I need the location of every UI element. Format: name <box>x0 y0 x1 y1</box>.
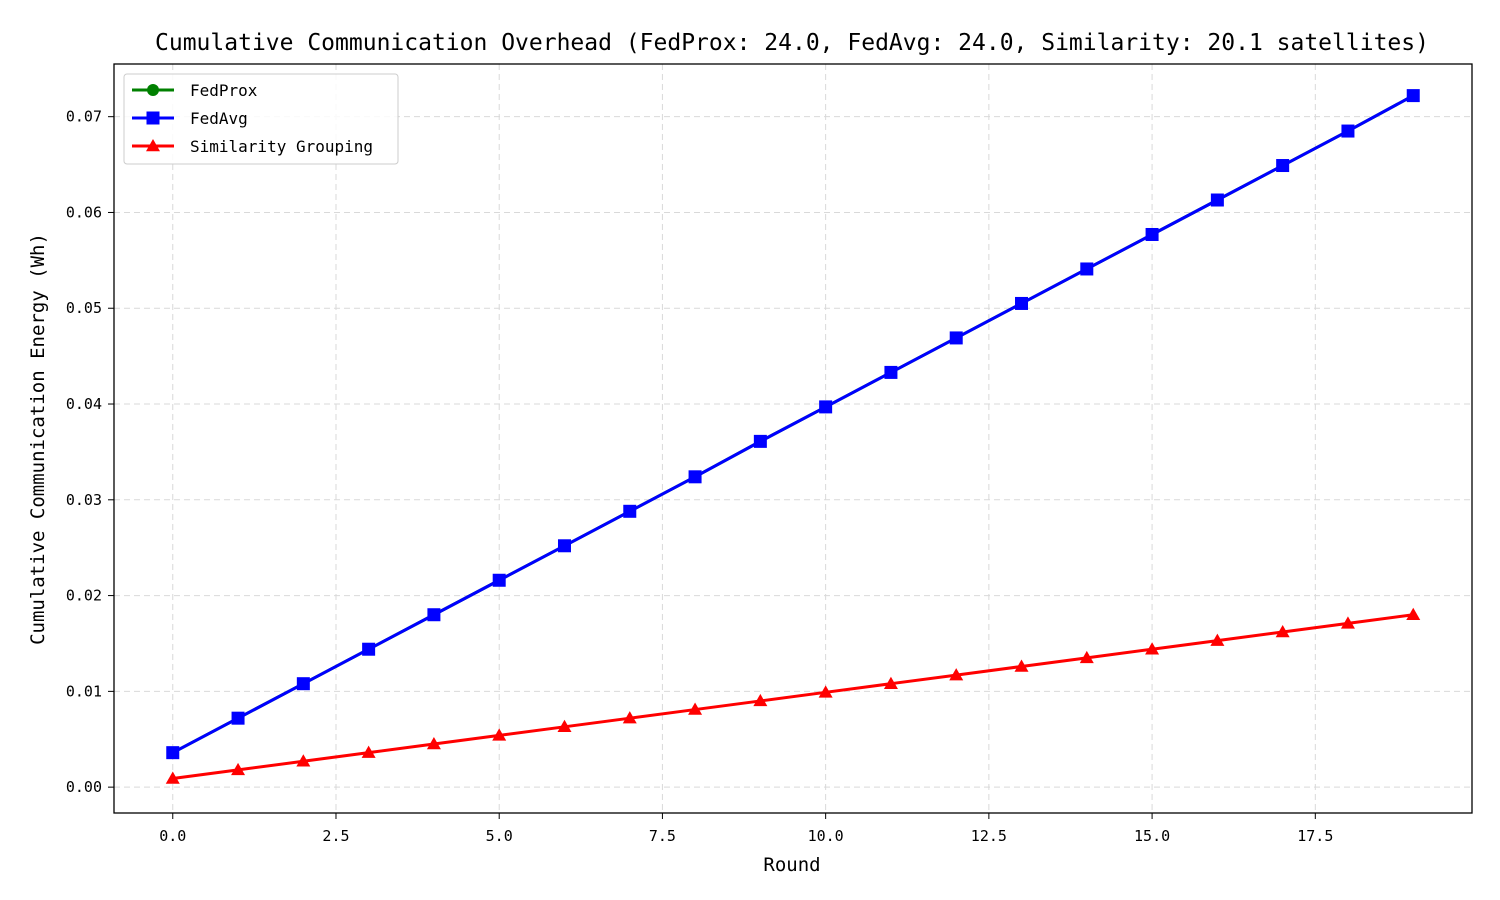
x-tick-label: 5.0 <box>486 827 513 845</box>
data-point <box>688 702 703 715</box>
y-tick-label: 0.07 <box>66 108 102 126</box>
x-tick-label: 12.5 <box>971 827 1007 845</box>
data-point <box>688 470 702 484</box>
data-point <box>753 434 767 448</box>
data-point <box>1276 159 1290 173</box>
data-point <box>1145 227 1159 241</box>
data-point <box>623 504 637 518</box>
y-tick-label: 0.05 <box>66 299 102 317</box>
x-tick-label: 2.5 <box>322 827 349 845</box>
x-tick-label: 17.5 <box>1297 827 1333 845</box>
legend-marker <box>146 139 160 152</box>
legend-entry: Similarity Grouping <box>132 137 373 156</box>
legend-label: Similarity Grouping <box>190 137 373 156</box>
data-point <box>361 745 376 758</box>
data-point <box>1145 642 1160 655</box>
x-tick-label: 15.0 <box>1134 827 1170 845</box>
data-point <box>427 608 441 622</box>
data-point <box>1406 607 1421 620</box>
data-point <box>883 676 898 689</box>
chart-title: Cumulative Communication Overhead (FedPr… <box>155 30 1429 56</box>
y-tick-label: 0.03 <box>66 491 102 509</box>
data-point <box>1014 659 1029 672</box>
legend-entry: FedProx <box>132 81 258 100</box>
data-point <box>1079 650 1094 664</box>
data-point <box>492 573 506 587</box>
data-point <box>1015 296 1029 310</box>
data-point <box>166 746 180 760</box>
data-point <box>884 365 898 379</box>
data-point <box>753 693 768 707</box>
grid <box>114 64 1472 813</box>
series-line <box>172 94 1414 754</box>
x-tick-label: 7.5 <box>649 827 676 845</box>
data-point <box>949 668 964 681</box>
data-point <box>1340 616 1355 629</box>
x-axis-label: Round <box>763 854 820 876</box>
data-point <box>557 719 572 733</box>
data-point <box>296 754 311 767</box>
data-point <box>818 685 833 698</box>
x-tick-label: 10.0 <box>808 827 844 845</box>
data-point <box>622 711 637 724</box>
y-tick-label: 0.00 <box>66 778 102 796</box>
y-tick-label: 0.06 <box>66 203 102 221</box>
data-point <box>231 711 245 725</box>
legend-label: FedProx <box>190 81 258 100</box>
series-line <box>172 613 1414 781</box>
data-point <box>492 728 507 741</box>
y-axis-label: Cumulative Communication Energy (Wh) <box>27 233 49 645</box>
data-point <box>949 331 963 345</box>
data-point <box>1080 262 1094 276</box>
legend: FedProx FedAvg Similarity Grouping <box>123 73 399 165</box>
series-layer <box>165 89 1421 784</box>
legend-label: FedAvg <box>190 109 248 128</box>
data-point <box>362 642 376 656</box>
data-point <box>1341 124 1355 138</box>
legend-marker <box>146 111 160 125</box>
series-similarity-grouping <box>165 607 1421 784</box>
plot-frame <box>113 63 1473 814</box>
axes: 0.0 2.5 5.0 7.5 10.0 12.5 15.0 17.5 0.00 0.01 0.02… <box>66 63 1473 845</box>
data-point <box>296 677 310 691</box>
data-point <box>1275 624 1290 638</box>
data-point <box>165 771 180 784</box>
data-point <box>557 539 571 553</box>
legend-entry: FedAvg <box>132 109 248 128</box>
data-point <box>1210 633 1225 646</box>
data-point <box>426 737 441 750</box>
data-point <box>819 400 833 414</box>
x-tick-label: 0.0 <box>159 827 186 845</box>
data-point <box>1210 193 1224 207</box>
y-tick-label: 0.04 <box>66 395 102 413</box>
y-tick-label: 0.01 <box>66 682 102 700</box>
series-fedavg <box>166 89 1420 760</box>
legend-marker <box>147 84 159 96</box>
legend-box <box>123 73 399 165</box>
data-point <box>231 762 246 776</box>
y-tick-label: 0.02 <box>66 587 102 605</box>
data-point <box>1406 89 1420 103</box>
